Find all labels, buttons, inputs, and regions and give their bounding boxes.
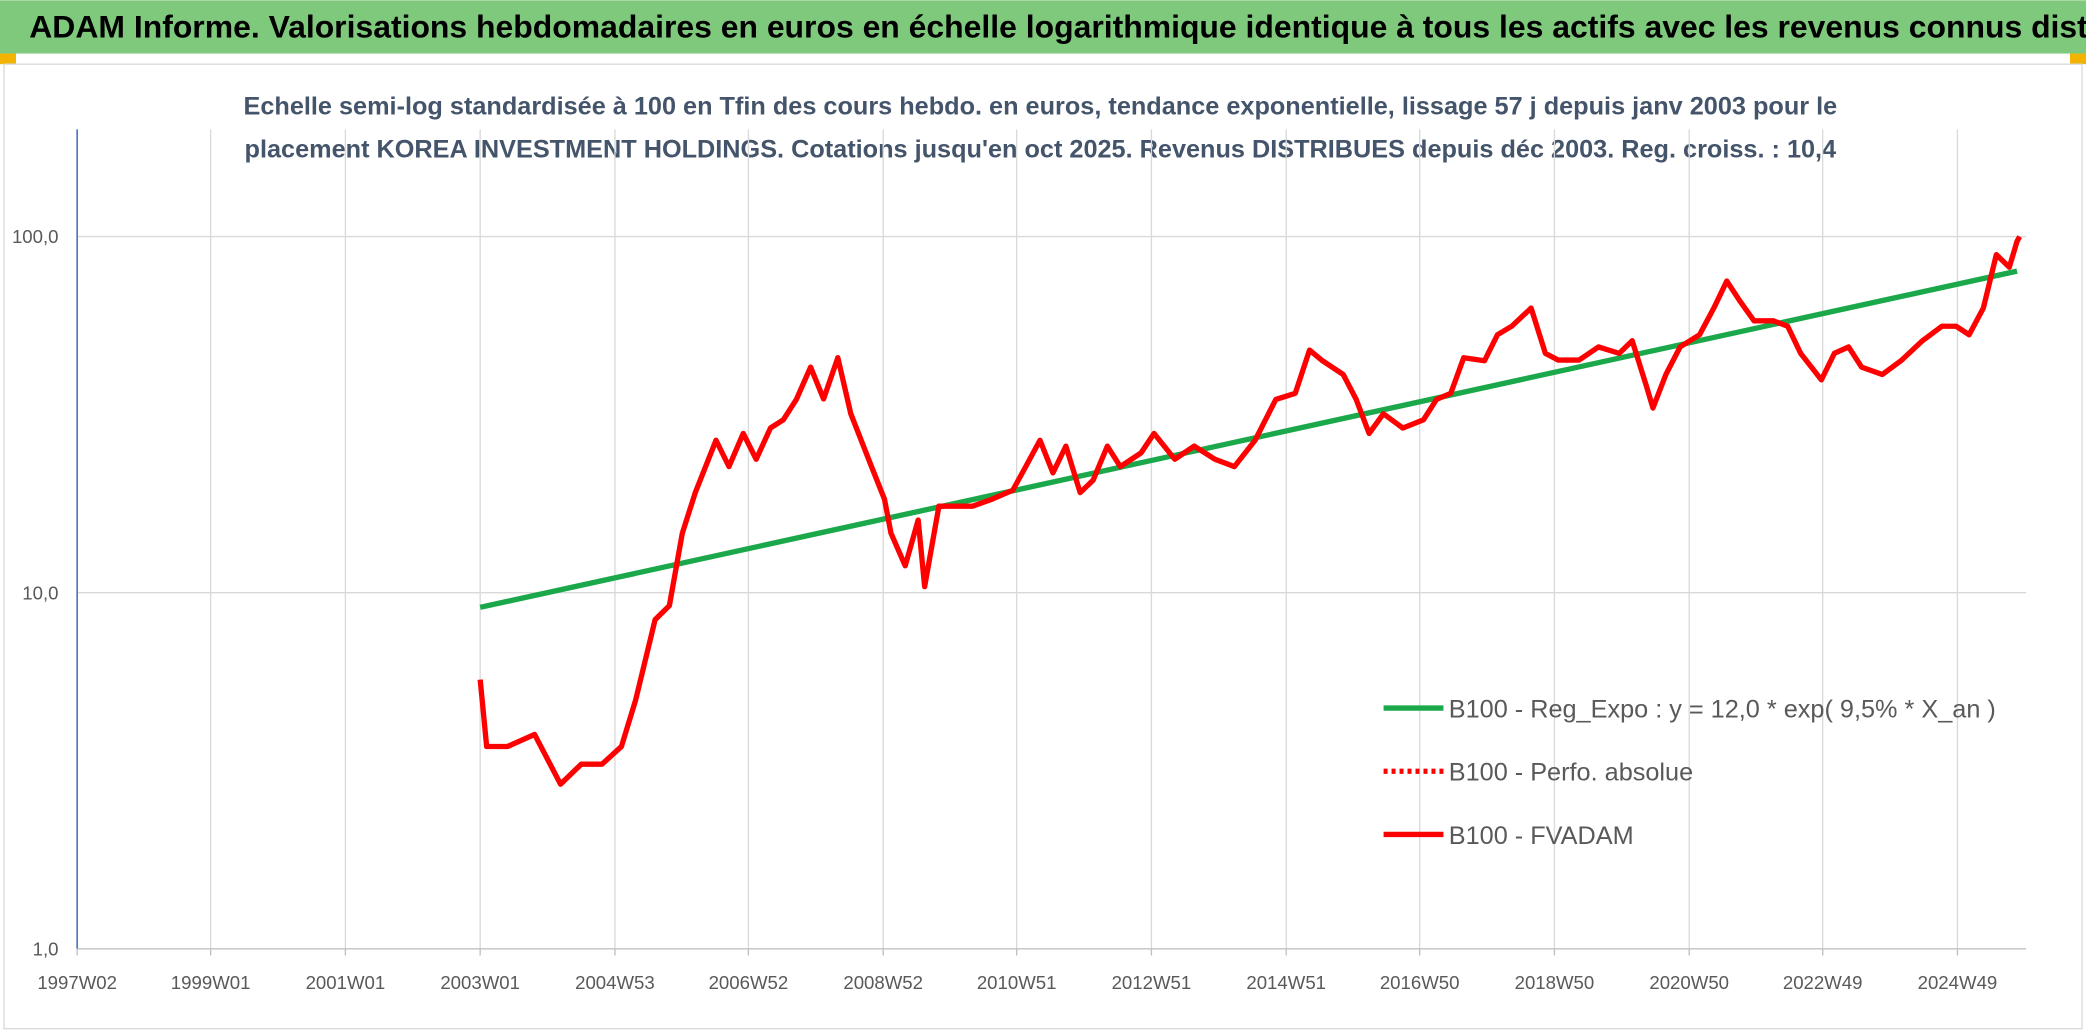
header-bar	[0, 0, 2086, 54]
chart-frame	[3, 63, 2083, 1030]
x-tick-label: 1999W01	[171, 972, 251, 993]
x-tick-label: 2003W01	[440, 972, 520, 993]
series-line	[479, 268, 2018, 610]
x-tick-label: 2024W49	[1918, 972, 1998, 993]
legend-label: B100 - Reg_Expo : y = 12,0 * exp( 9,5% *…	[1449, 695, 1996, 723]
x-tick-label: 2022W49	[1783, 972, 1863, 993]
y-tick-label: 10,0	[22, 582, 58, 603]
x-tick-label: 1997W02	[37, 972, 117, 993]
x-tick-label: 2006W52	[709, 972, 789, 993]
x-tick-label: 2012W51	[1112, 972, 1192, 993]
y-tick-label: 1,0	[33, 939, 59, 960]
x-tick-label: 2001W01	[306, 972, 386, 993]
x-tick-label: 2008W52	[843, 972, 923, 993]
series-line	[477, 235, 2022, 787]
corner-left	[0, 53, 16, 65]
legend-label: B100 - FVADAM	[1449, 822, 1634, 850]
y-tick-label: 100,0	[12, 226, 59, 247]
x-tick-label: 2020W50	[1649, 972, 1729, 993]
legend-label: B100 - Perfo. absolue	[1449, 759, 1693, 787]
header-title: ADAM Informe. Valorisations hebdomadaire…	[29, 9, 2086, 45]
x-tick-label: 2014W51	[1246, 972, 1326, 993]
chart-title: Echelle semi-log standardisée à 100 en T…	[243, 93, 1837, 121]
x-tick-label: 2010W51	[977, 972, 1057, 993]
chart-title: placement KOREA INVESTMENT HOLDINGS. Cot…	[245, 135, 1837, 163]
corner-right	[2070, 53, 2086, 65]
plot-area: 1,0 10,0 100,0 1997W02 1999W01 2001W01 2003W01…	[12, 129, 2027, 993]
x-tick-label: 2018W50	[1515, 972, 1595, 993]
x-tick-label: 2004W53	[575, 972, 655, 993]
x-tick-label: 2016W50	[1380, 972, 1460, 993]
